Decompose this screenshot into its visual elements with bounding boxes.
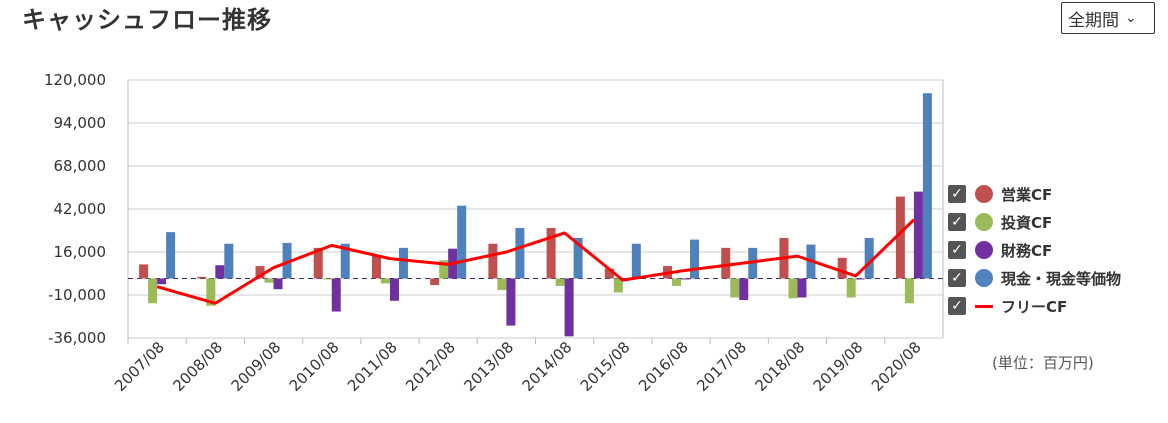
bar (215, 265, 225, 279)
legend-item[interactable]: ✓ 財務CF (948, 236, 1121, 264)
bar (430, 278, 440, 286)
bar (730, 278, 740, 298)
legend-item[interactable]: ✓ 営業CF (948, 180, 1121, 208)
bar (631, 243, 641, 279)
bar (604, 268, 614, 279)
bar (488, 243, 498, 279)
bar (273, 278, 283, 290)
bar (904, 278, 914, 304)
x-tick-label: 2007/08 (111, 338, 168, 395)
free-cf-line (156, 218, 915, 305)
x-tick-label: 2012/08 (402, 338, 459, 395)
bar (197, 276, 207, 279)
bar (721, 247, 731, 279)
period-select-value: 全期間 (1068, 10, 1119, 31)
bar (555, 278, 565, 286)
legend-label: 営業CF (1001, 185, 1053, 204)
bar (282, 242, 292, 279)
circle-marker-icon (975, 185, 993, 203)
x-tick-label: 2016/08 (635, 338, 692, 395)
bar (322, 278, 332, 280)
bar (681, 278, 691, 280)
bar (739, 278, 749, 300)
x-tick-label: 2020/08 (868, 338, 925, 395)
chevron-down-icon: ⌄ (1125, 10, 1137, 26)
bar (788, 278, 798, 299)
circle-marker-icon (975, 269, 993, 287)
bar (255, 266, 265, 279)
bar (157, 278, 167, 285)
y-tick-label: 120,000 (44, 71, 106, 89)
x-tick-label: 2015/08 (577, 338, 634, 395)
bar (439, 260, 449, 279)
y-tick-label: -36,000 (48, 329, 106, 347)
legend-label: 投資CF (1001, 213, 1053, 232)
bar (864, 237, 874, 279)
bar (922, 93, 932, 279)
x-tick-label: 2017/08 (693, 338, 750, 395)
bar (389, 278, 399, 301)
legend-item[interactable]: ✓ フリーCF (948, 292, 1121, 320)
bar (166, 232, 176, 279)
legend-item[interactable]: ✓ 投資CF (948, 208, 1121, 236)
circle-marker-icon (975, 213, 993, 231)
bar (564, 278, 574, 337)
x-tick-label: 2010/08 (286, 338, 343, 395)
bar (340, 243, 350, 279)
bar (264, 278, 274, 283)
y-tick-label: -10,000 (48, 286, 106, 304)
legend-item[interactable]: ✓ 現金・現金等価物 (948, 264, 1121, 292)
page-title: キャッシュフロー推移 (22, 6, 272, 34)
checkbox-checked-icon[interactable]: ✓ (948, 213, 966, 231)
bar (855, 278, 865, 280)
bar (690, 239, 700, 279)
bar (506, 278, 516, 326)
circle-marker-icon (975, 241, 993, 259)
bar (546, 228, 556, 279)
bar (846, 278, 856, 298)
legend-label: 現金・現金等価物 (1001, 269, 1122, 288)
bar (398, 247, 408, 279)
bar (613, 278, 623, 293)
x-tick-label: 2019/08 (810, 338, 867, 395)
x-tick-label: 2013/08 (460, 338, 517, 395)
bar (457, 205, 467, 279)
bar (139, 264, 149, 279)
checkbox-checked-icon[interactable]: ✓ (948, 297, 966, 315)
bar (895, 196, 905, 279)
bar (371, 256, 381, 279)
unit-label: (単位：百万円) (992, 354, 1094, 372)
y-tick-label: 68,000 (54, 157, 107, 175)
bar (672, 278, 682, 286)
period-select[interactable]: 全期間 ⌄ (1061, 2, 1155, 34)
y-tick-label: 42,000 (54, 200, 107, 218)
x-tick-label: 2014/08 (519, 338, 576, 395)
y-tick-label: 16,000 (54, 243, 107, 261)
bar (913, 191, 923, 279)
chart-legend: ✓ 営業CF ✓ 投資CF ✓ 財務CF ✓ 現金・現金等価物 ✓ フリーCF (948, 180, 1121, 320)
y-tick-label: 94,000 (54, 114, 107, 132)
bar (837, 257, 847, 279)
legend-label: フリーCF (1001, 297, 1068, 316)
bar (797, 278, 807, 298)
bar (331, 278, 341, 312)
bar (515, 228, 525, 279)
x-tick-label: 2011/08 (344, 338, 401, 395)
bar (380, 278, 390, 284)
bar (313, 247, 323, 279)
bar (573, 237, 583, 279)
checkbox-checked-icon[interactable]: ✓ (948, 185, 966, 203)
bar (206, 278, 216, 306)
x-tick-label: 2009/08 (228, 338, 285, 395)
bar (224, 243, 234, 279)
checkbox-checked-icon[interactable]: ✓ (948, 269, 966, 287)
bar (497, 278, 507, 291)
checkbox-checked-icon[interactable]: ✓ (948, 241, 966, 259)
bar (148, 278, 158, 304)
x-tick-label: 2018/08 (751, 338, 808, 395)
x-tick-label: 2008/08 (169, 338, 226, 395)
line-marker-icon (975, 304, 993, 308)
legend-label: 財務CF (1001, 241, 1053, 260)
